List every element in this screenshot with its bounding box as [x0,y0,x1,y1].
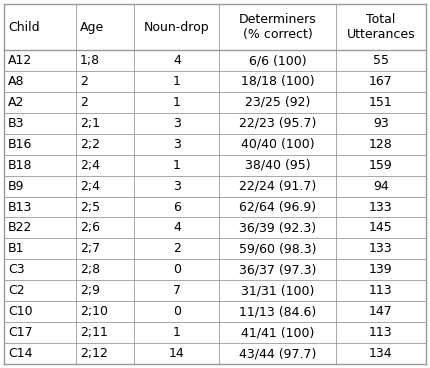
Text: 93: 93 [373,117,389,130]
Text: 6: 6 [173,201,181,213]
Text: 147: 147 [369,305,393,318]
Text: 2;8: 2;8 [80,263,100,276]
Text: 128: 128 [369,138,393,151]
Text: Child: Child [8,21,40,33]
Text: 59/60 (98.3): 59/60 (98.3) [239,243,316,255]
Text: 4: 4 [173,222,181,234]
Text: 2;1: 2;1 [80,117,100,130]
Text: 31/31 (100): 31/31 (100) [241,284,314,297]
Text: Determiners
(% correct): Determiners (% correct) [239,13,316,41]
Text: 14: 14 [169,347,185,360]
Text: 134: 134 [369,347,393,360]
Text: 1: 1 [173,326,181,339]
Text: 2: 2 [173,243,181,255]
Text: C10: C10 [8,305,33,318]
Text: C2: C2 [8,284,25,297]
Text: 167: 167 [369,75,393,88]
Text: 3: 3 [173,180,181,192]
Text: 159: 159 [369,159,393,171]
Text: 0: 0 [173,305,181,318]
Text: Noun-drop: Noun-drop [144,21,210,33]
Text: 22/23 (95.7): 22/23 (95.7) [239,117,316,130]
Text: Age: Age [80,21,104,33]
Text: 7: 7 [173,284,181,297]
Text: 36/37 (97.3): 36/37 (97.3) [239,263,316,276]
Text: 38/40 (95): 38/40 (95) [245,159,310,171]
Text: B22: B22 [8,222,32,234]
Text: C14: C14 [8,347,33,360]
Text: 2: 2 [80,75,88,88]
Text: B13: B13 [8,201,32,213]
Text: A2: A2 [8,96,25,109]
Text: 4: 4 [173,54,181,67]
Text: B9: B9 [8,180,25,192]
Text: B3: B3 [8,117,25,130]
Text: 40/40 (100): 40/40 (100) [241,138,314,151]
Text: 139: 139 [369,263,393,276]
Text: 113: 113 [369,284,393,297]
Text: 43/44 (97.7): 43/44 (97.7) [239,347,316,360]
Text: 62/64 (96.9): 62/64 (96.9) [239,201,316,213]
Text: 2;11: 2;11 [80,326,108,339]
Text: 6/6 (100): 6/6 (100) [249,54,306,67]
Text: 151: 151 [369,96,393,109]
Text: 1: 1 [173,96,181,109]
Text: 3: 3 [173,138,181,151]
Text: C17: C17 [8,326,33,339]
Text: B1: B1 [8,243,25,255]
Text: 2;4: 2;4 [80,180,100,192]
Text: 11/13 (84.6): 11/13 (84.6) [239,305,316,318]
Text: 18/18 (100): 18/18 (100) [241,75,314,88]
Text: A12: A12 [8,54,32,67]
Text: Total
Utterances: Total Utterances [347,13,415,41]
Text: 36/39 (92.3): 36/39 (92.3) [239,222,316,234]
Text: 3: 3 [173,117,181,130]
Text: 2;4: 2;4 [80,159,100,171]
Text: 133: 133 [369,243,393,255]
Text: B16: B16 [8,138,32,151]
Text: 2;10: 2;10 [80,305,108,318]
Text: A8: A8 [8,75,25,88]
Text: 1: 1 [173,75,181,88]
Text: 2;7: 2;7 [80,243,100,255]
Text: 1: 1 [173,159,181,171]
Text: 1;8: 1;8 [80,54,100,67]
Text: B18: B18 [8,159,33,171]
Text: 55: 55 [373,54,389,67]
Text: 41/41 (100): 41/41 (100) [241,326,314,339]
Text: 133: 133 [369,201,393,213]
Text: 22/24 (91.7): 22/24 (91.7) [239,180,316,192]
Text: 2;6: 2;6 [80,222,100,234]
Text: 2;2: 2;2 [80,138,100,151]
Text: 2;9: 2;9 [80,284,100,297]
Text: C3: C3 [8,263,25,276]
Text: 113: 113 [369,326,393,339]
Text: 2: 2 [80,96,88,109]
Text: 0: 0 [173,263,181,276]
Text: 94: 94 [373,180,389,192]
Text: 2;12: 2;12 [80,347,108,360]
Text: 2;5: 2;5 [80,201,100,213]
Text: 145: 145 [369,222,393,234]
Text: 23/25 (92): 23/25 (92) [245,96,310,109]
